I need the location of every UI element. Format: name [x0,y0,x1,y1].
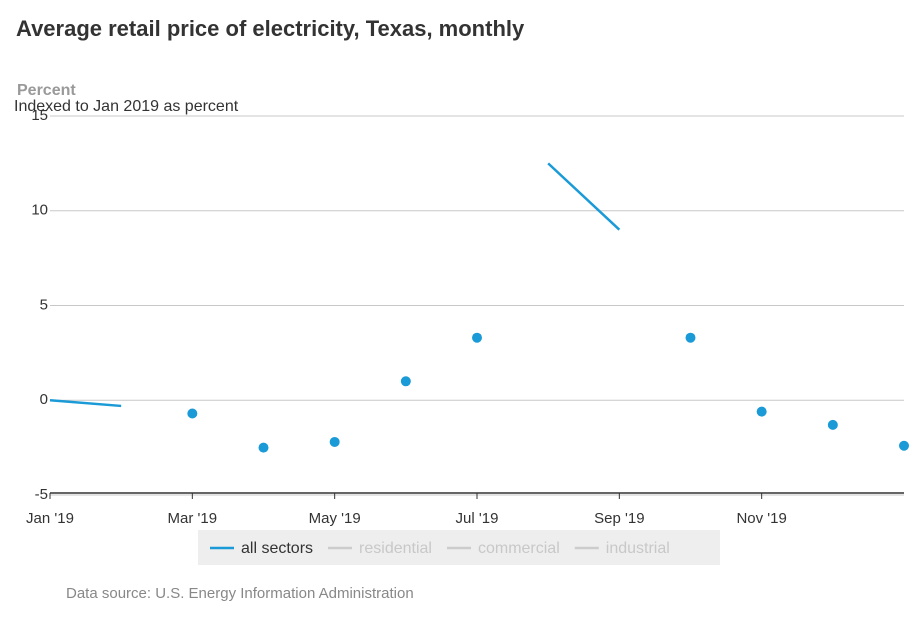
chart-title: Average retail price of electricity, Tex… [16,16,525,41]
data-point [472,332,482,343]
y-tick-label: 0 [40,391,48,408]
legend-label[interactable]: commercial [478,540,560,557]
y-tick-label: 15 [31,107,48,124]
x-tick-label: Jul '19 [456,510,499,527]
legend-label[interactable]: residential [359,540,432,557]
y-axis-label: Percent [17,82,76,99]
y-tick-label: 10 [31,202,48,219]
chart-subtitle: Indexed to Jan 2019 as percent [14,98,239,115]
x-tick-label: Sep '19 [594,510,644,527]
x-tick-label: May '19 [309,510,361,527]
legend-label[interactable]: industrial [606,540,670,557]
source-note: Data source: U.S. Energy Information Adm… [66,585,414,602]
data-point [827,419,838,430]
legend-label[interactable]: all sectors [241,540,313,557]
data-point [258,442,269,453]
series-line [547,162,621,231]
data-point [187,408,198,419]
data-point [329,436,340,447]
series-line [49,399,122,408]
x-tick-label: Nov '19 [736,510,786,527]
x-tick-label: Jan '19 [26,510,74,527]
data-point [756,406,767,417]
y-tick-label: 5 [40,296,48,313]
data-point [685,332,696,343]
data-point [899,440,909,451]
y-tick-label: -5 [35,486,48,503]
data-point [400,376,411,387]
x-tick-label: Mar '19 [168,510,218,527]
